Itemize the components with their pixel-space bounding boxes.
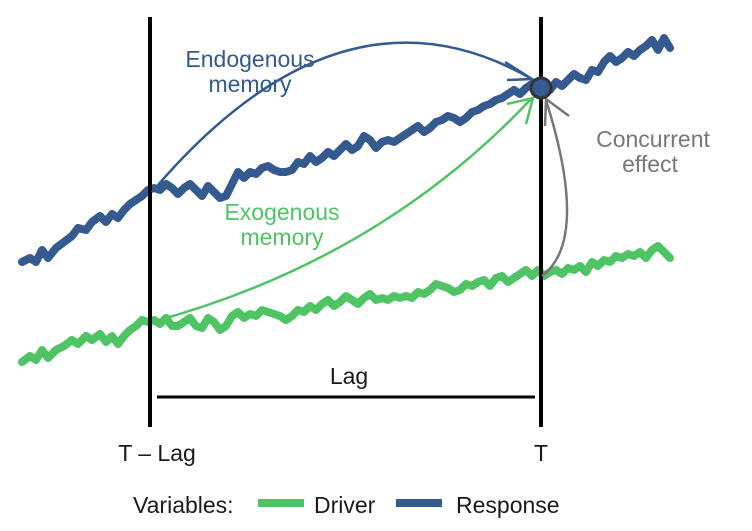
endogenous-label-line1: Endogenous bbox=[185, 46, 314, 72]
t-label: T bbox=[534, 440, 548, 466]
legend-title: Variables: bbox=[133, 492, 234, 518]
legend-swatch-driver bbox=[258, 499, 304, 507]
lag-label: Lag bbox=[330, 363, 368, 389]
exogenous-memory-arrow bbox=[151, 97, 533, 324]
endogenous-memory-arrow bbox=[151, 41, 531, 193]
exogenous-label-line1: Exogenous bbox=[224, 199, 339, 225]
concurrent-label-line2: effect bbox=[622, 151, 678, 177]
endogenous-arrowhead-icon bbox=[504, 60, 537, 82]
concurrent-arrowhead-icon bbox=[543, 96, 570, 127]
legend-label-driver: Driver bbox=[314, 492, 376, 518]
t-minus-lag-label: T – Lag bbox=[118, 440, 196, 466]
legend-swatch-response bbox=[396, 499, 442, 507]
driver-series-line bbox=[18, 242, 674, 366]
response-at-t-point bbox=[529, 76, 553, 100]
exogenous-arrowhead-icon bbox=[506, 96, 535, 125]
exogenous-label-line2: memory bbox=[240, 224, 324, 250]
response-series-line bbox=[18, 34, 674, 266]
legend: Variables: Driver Response bbox=[133, 492, 560, 518]
endogenous-label-line2: memory bbox=[208, 71, 292, 97]
concurrent-effect-arrow bbox=[541, 99, 569, 277]
concurrent-label-line1: Concurrent bbox=[596, 126, 710, 152]
legend-label-response: Response bbox=[456, 492, 560, 518]
